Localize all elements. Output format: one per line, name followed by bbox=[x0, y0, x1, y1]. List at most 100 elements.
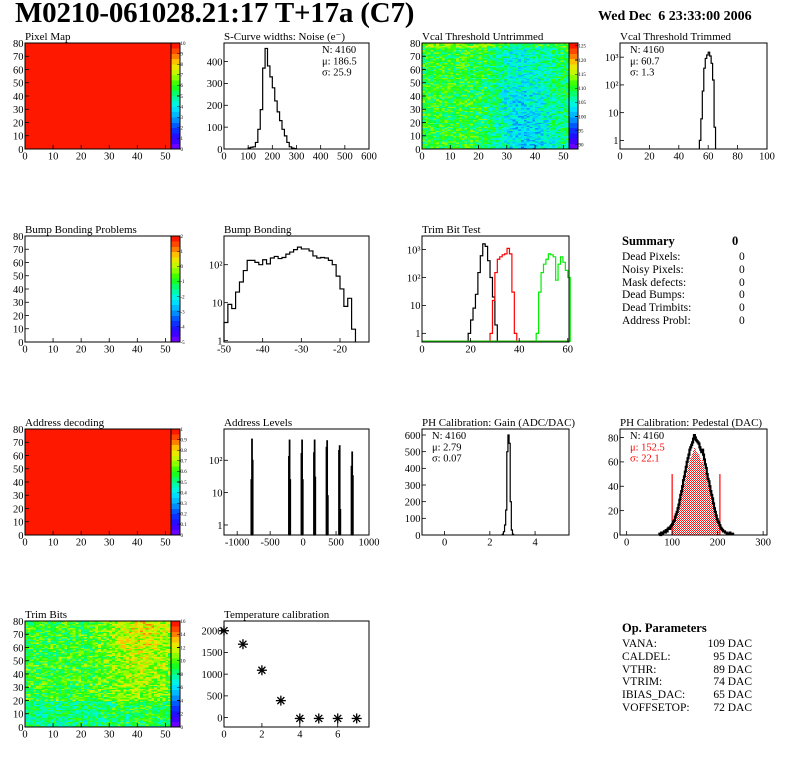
heatmap-cell bbox=[478, 97, 482, 99]
heatmap-cell bbox=[472, 61, 477, 64]
heatmap-cell bbox=[552, 101, 556, 103]
heatmap-cell bbox=[512, 68, 516, 70]
heatmap-cell bbox=[487, 45, 491, 48]
heatmap-cell bbox=[447, 66, 451, 69]
heatmap-cell bbox=[543, 56, 547, 58]
heatmap-cell bbox=[557, 111, 561, 114]
heatmap-cell bbox=[526, 145, 530, 147]
heatmap-cell bbox=[523, 142, 527, 145]
heatmap-cell bbox=[430, 142, 434, 145]
heatmap-cell bbox=[430, 96, 434, 98]
heatmap-cell bbox=[529, 45, 533, 48]
heatmap-cell bbox=[484, 90, 488, 93]
heatmap-cell bbox=[472, 126, 477, 129]
heatmap-cell bbox=[554, 111, 558, 114]
heatmap-cell bbox=[444, 107, 448, 110]
x-tick-label: 30 bbox=[104, 345, 115, 356]
chart-title: Address decoding bbox=[25, 417, 105, 429]
heatmap-cell bbox=[529, 48, 533, 50]
y-tick-label: 30 bbox=[13, 105, 24, 116]
heatmap-cell bbox=[481, 69, 485, 72]
heatmap-cell bbox=[430, 119, 434, 122]
heatmap-cell bbox=[543, 44, 547, 46]
heatmap-cell bbox=[475, 129, 479, 131]
heatmap-cell bbox=[444, 48, 448, 50]
heatmap-cell bbox=[498, 65, 502, 68]
heatmap-cell bbox=[518, 135, 522, 138]
y-tick-label: 80 bbox=[608, 433, 619, 444]
heatmap-cell bbox=[557, 115, 561, 118]
heatmap-cell bbox=[554, 62, 558, 65]
heatmap-cell bbox=[455, 118, 460, 121]
heatmap-cell bbox=[470, 88, 474, 90]
heatmap-cell bbox=[433, 53, 437, 56]
heatmap-cell bbox=[489, 93, 493, 95]
color-scale-step bbox=[171, 236, 180, 242]
heatmap-cell bbox=[566, 78, 570, 81]
heatmap-cell bbox=[464, 141, 468, 143]
heatmap-cell bbox=[540, 43, 544, 45]
heatmap-cell bbox=[503, 117, 508, 119]
heatmap-cell bbox=[430, 105, 434, 107]
heatmap-cell bbox=[566, 129, 570, 131]
heatmap-cell bbox=[535, 122, 539, 125]
heatmap-cell bbox=[478, 125, 482, 127]
histogram-bin bbox=[278, 259, 282, 342]
heatmap-cell bbox=[433, 45, 437, 48]
heatmap-cell bbox=[424, 48, 428, 50]
heatmap-cell bbox=[506, 130, 510, 133]
heatmap-cell bbox=[563, 117, 567, 119]
heatmap-cell bbox=[470, 110, 474, 113]
heatmap-cell bbox=[537, 54, 542, 57]
heatmap-cell bbox=[444, 141, 448, 143]
color-scale-label: 125 bbox=[579, 45, 587, 50]
heatmap-cell bbox=[478, 131, 482, 134]
heatmap-cell bbox=[529, 110, 533, 113]
heatmap-cell bbox=[467, 73, 471, 76]
heatmap-cell bbox=[506, 46, 510, 49]
heatmap-cell bbox=[560, 135, 564, 138]
heatmap-cell bbox=[532, 107, 536, 110]
x-tick-label: 20 bbox=[76, 152, 87, 163]
x-tick-label: 20 bbox=[76, 345, 87, 356]
heatmap-cell bbox=[489, 78, 493, 81]
heatmap-cell bbox=[540, 121, 544, 123]
heatmap-cell bbox=[552, 88, 556, 90]
heatmap-cell bbox=[467, 66, 471, 69]
heatmap-cell bbox=[546, 92, 550, 94]
heatmap-cell bbox=[495, 103, 499, 106]
heatmap-cell bbox=[532, 141, 536, 143]
heatmap-cell bbox=[495, 119, 499, 122]
heatmap-cell bbox=[128, 725, 132, 728]
heatmap-cell bbox=[554, 99, 558, 102]
heatmap-cell bbox=[472, 45, 477, 48]
color-scale-step bbox=[171, 262, 180, 269]
heatmap-cell bbox=[543, 139, 547, 142]
heatmap-cell bbox=[450, 88, 454, 90]
histogram-outline bbox=[247, 47, 298, 150]
heatmap-cell bbox=[467, 85, 471, 88]
histogram-bin bbox=[297, 247, 301, 342]
heatmap-cell bbox=[552, 146, 556, 148]
heatmap-cell bbox=[560, 90, 564, 93]
heatmap-cell bbox=[470, 89, 474, 92]
heatmap-cell bbox=[560, 109, 564, 111]
heatmap-cell bbox=[566, 135, 570, 138]
heatmap-cell bbox=[537, 86, 542, 89]
heatmap-cell bbox=[501, 76, 505, 78]
heatmap-cell bbox=[430, 53, 434, 56]
heatmap-cell bbox=[467, 123, 471, 126]
heatmap-cell bbox=[481, 89, 485, 92]
plot-area bbox=[224, 43, 369, 149]
heatmap-cell bbox=[447, 56, 451, 58]
heatmap-cell bbox=[422, 126, 426, 129]
heatmap-cell bbox=[506, 103, 510, 106]
heatmap-cell bbox=[472, 111, 477, 114]
heatmap-cell bbox=[455, 85, 460, 88]
heatmap-cell bbox=[436, 122, 440, 125]
heatmap-cell bbox=[455, 135, 460, 138]
heatmap-cell bbox=[503, 49, 508, 52]
heatmap-cell bbox=[503, 97, 508, 99]
heatmap-cell bbox=[438, 88, 443, 90]
